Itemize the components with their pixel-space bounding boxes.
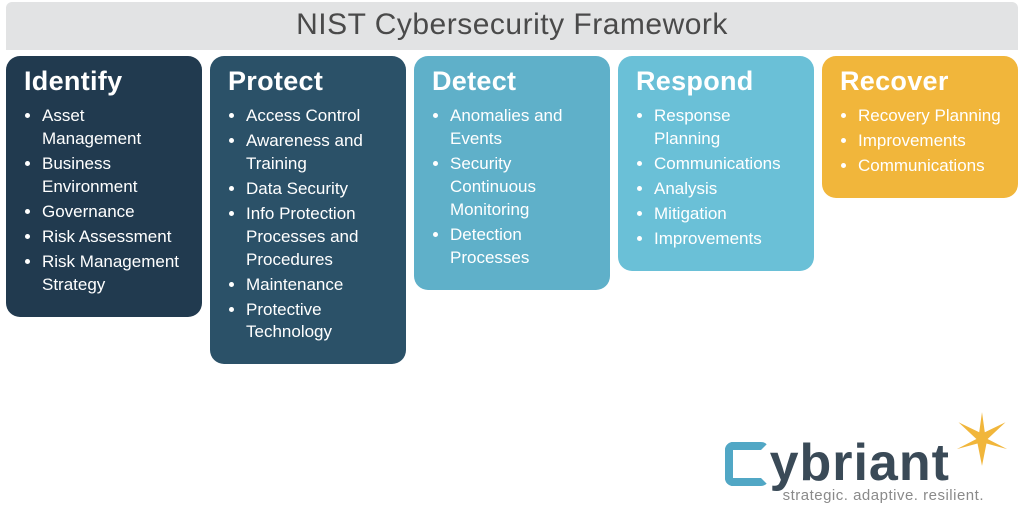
- column-heading: Recover: [840, 66, 1004, 97]
- framework-columns: Identify Asset Management Business Envir…: [0, 50, 1024, 364]
- column-items: Access Control Awareness and Training Da…: [228, 105, 392, 344]
- list-item: Info Protection Processes and Procedures: [246, 203, 392, 272]
- list-item: Mitigation: [654, 203, 800, 226]
- star-icon: [954, 411, 1010, 467]
- list-item: Detection Processes: [450, 224, 596, 270]
- list-item: Access Control: [246, 105, 392, 128]
- column-respond: Respond Response Planning Commun­ication…: [618, 56, 814, 271]
- column-items: Asset Management Business Environment Go…: [24, 105, 188, 297]
- column-items: Anomalies and Events Security Continuous…: [432, 105, 596, 270]
- list-item: Asset Management: [42, 105, 188, 151]
- column-recover: Recover Recovery Planning Improvements C…: [822, 56, 1018, 198]
- list-item: Protective Technology: [246, 299, 392, 345]
- list-item: Data Security: [246, 178, 392, 201]
- list-item: Improvements: [858, 130, 1004, 153]
- list-item: Maintenance: [246, 274, 392, 297]
- column-heading: Identify: [24, 66, 188, 97]
- list-item: Security Continuous Monitoring: [450, 153, 596, 222]
- list-item: Analysis: [654, 178, 800, 201]
- logo-c-icon: [725, 442, 769, 486]
- logo-wordmark: ybriant: [725, 437, 984, 489]
- list-item: Risk Management Strategy: [42, 251, 188, 297]
- page-title: NIST Cybersecurity Framework: [6, 8, 1018, 42]
- list-item: Commun­ications: [654, 153, 800, 176]
- list-item: Response Planning: [654, 105, 800, 151]
- logo-text: ybriant: [770, 434, 950, 492]
- brand-logo: ybriant strategic. adaptive. resilient.: [725, 437, 984, 504]
- column-identify: Identify Asset Management Business Envir…: [6, 56, 202, 317]
- list-item: Governance: [42, 201, 188, 224]
- list-item: Business Environment: [42, 153, 188, 199]
- list-item: Improvements: [654, 228, 800, 251]
- list-item: Risk Assessment: [42, 226, 188, 249]
- column-detect: Detect Anomalies and Events Security Con…: [414, 56, 610, 290]
- column-heading: Protect: [228, 66, 392, 97]
- list-item: Commun­ications: [858, 155, 1004, 178]
- list-item: Anomalies and Events: [450, 105, 596, 151]
- column-items: Response Planning Commun­ications Analys…: [636, 105, 800, 251]
- column-protect: Protect Access Control Awareness and Tra…: [210, 56, 406, 364]
- column-items: Recovery Planning Improvements Commun­ic…: [840, 105, 1004, 178]
- list-item: Recovery Planning: [858, 105, 1004, 128]
- header-bar: NIST Cybersecurity Framework: [6, 2, 1018, 50]
- column-heading: Respond: [636, 66, 800, 97]
- column-heading: Detect: [432, 66, 596, 97]
- list-item: Awareness and Training: [246, 130, 392, 176]
